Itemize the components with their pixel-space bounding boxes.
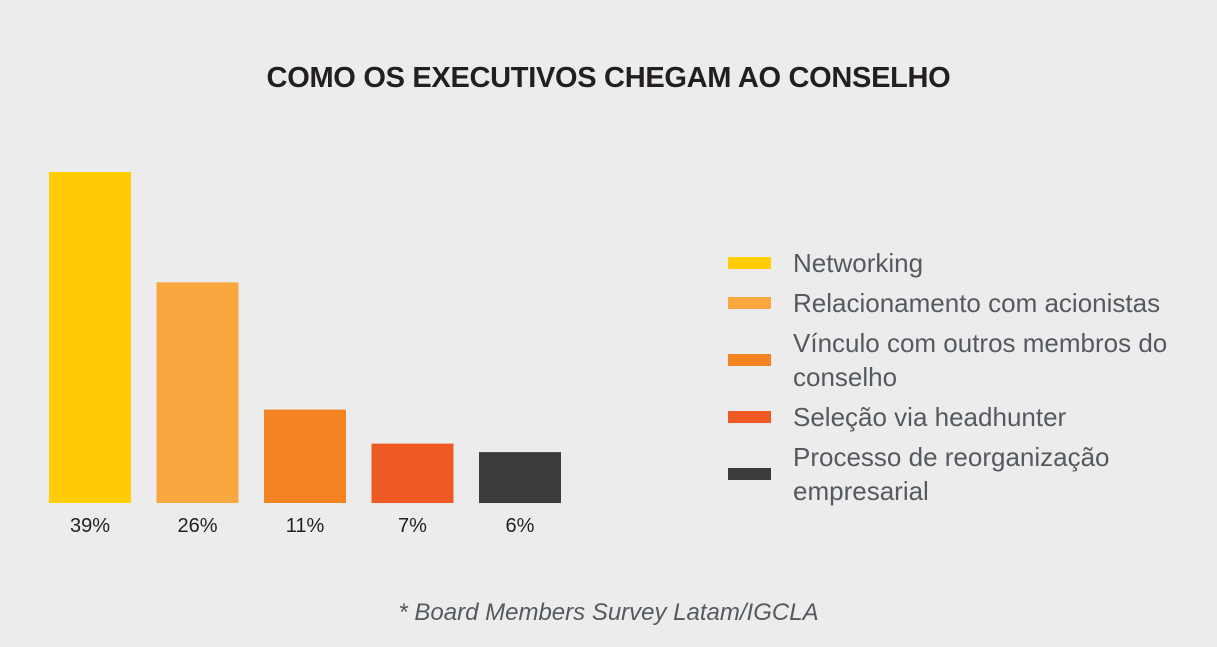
legend-item-networking: Networking [728,246,1208,280]
bar-value-label: 7% [398,515,427,537]
legend-label: Networking [793,248,924,278]
bar-value-label: 6% [506,515,535,537]
legend-item-headhunter: Seleção via headhunter [728,400,1208,434]
legend-item-acionistas: Relacionamento com acionistas [728,286,1208,320]
legend-swatch [728,297,771,309]
bar-2 [156,282,239,503]
bar-value-label: 39% [70,515,110,537]
legend-item-vinculo: Vínculo com outros membros do conselho [728,326,1208,394]
bar-value-label: 26% [177,515,217,537]
footnote-source: * Board Members Survey Latam/IGCLA [398,599,819,626]
bar-3 [264,409,346,503]
bar-value-label: 11% [286,515,325,537]
legend-swatch [728,468,771,480]
legend-label: Seleção via headhunter [793,402,1067,432]
legend-label: Processo de reorganização empresarial [793,442,1110,506]
bar-4 [371,443,454,503]
legend-swatch [728,257,771,269]
legend: Networking Relacionamento com acionistas… [728,246,1208,514]
bar-chart: 39% 26% 11% 7% 6% [49,172,561,537]
bar-5 [479,452,561,503]
legend-item-reorganizacao: Processo de reorganização empresarial [728,440,1208,508]
chart-title: COMO OS EXECUTIVOS CHEGAM AO CONSELHO [266,62,951,94]
legend-swatch [728,354,771,366]
legend-swatch [728,411,771,423]
legend-label: Vínculo com outros membros do conselho [793,328,1168,392]
bar-1 [49,172,131,503]
legend-label: Relacionamento com acionistas [793,288,1161,318]
